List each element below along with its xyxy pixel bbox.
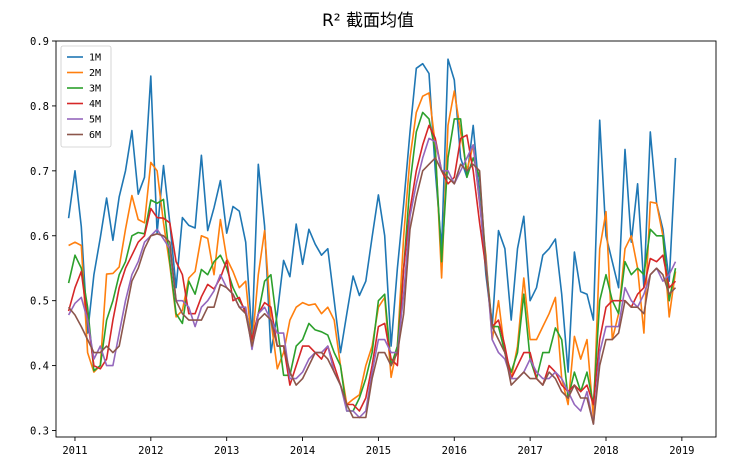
legend-label: 3M [89, 84, 101, 95]
x-tick-label: 2015 [366, 445, 391, 457]
x-tick-label: 2013 [214, 445, 239, 457]
series-line-6m [67, 157, 677, 425]
legend-label: 2M [89, 68, 101, 79]
x-axis: 2011 2012 2013 2014 2015 2016 2017 2018 2019 [62, 437, 695, 457]
series-layer [67, 58, 677, 425]
y-tick-label: 0.8 [30, 101, 49, 113]
series-line-3m [67, 111, 677, 412]
x-tick-label: 2016 [442, 445, 467, 457]
y-tick-label: 0.4 [30, 361, 49, 373]
legend-label: 5M [89, 115, 101, 126]
x-tick-label: 2019 [669, 445, 694, 457]
legend-box [60, 45, 112, 148]
legend-label: 1M [89, 53, 101, 64]
x-tick-label: 2017 [517, 445, 542, 457]
x-tick-label: 2014 [290, 445, 315, 457]
x-tick-label: 2018 [593, 445, 618, 457]
legend-label: 6M [89, 130, 101, 141]
x-tick-label: 2012 [138, 445, 163, 457]
plot-frame [55, 40, 717, 438]
y-axis: 0.3 0.4 0.5 0.6 0.7 0.8 0.9 [30, 36, 56, 438]
x-tick-label: 2011 [62, 445, 87, 457]
y-tick-label: 0.9 [30, 36, 49, 48]
legend: 1M 2M 3M 4M 5M 6M [60, 45, 112, 148]
y-tick-label: 0.6 [30, 231, 49, 243]
legend-label: 4M [89, 99, 101, 110]
chart-title: R² 截面均值 [322, 11, 414, 31]
y-tick-label: 0.7 [30, 166, 49, 178]
y-tick-label: 0.5 [30, 296, 49, 308]
y-tick-label: 0.3 [30, 426, 49, 438]
plot-area [56, 41, 716, 437]
